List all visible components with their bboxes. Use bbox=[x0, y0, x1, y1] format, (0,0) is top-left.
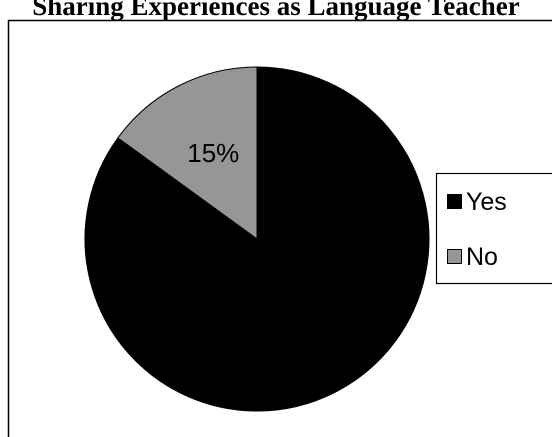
pie-slices bbox=[84, 66, 430, 412]
data-label-no: 15% bbox=[187, 138, 239, 168]
legend-label-no: No bbox=[466, 243, 498, 271]
chart-title: Sharing Experiences as Language Teacher bbox=[32, 0, 520, 21]
legend: Yes No bbox=[435, 172, 552, 285]
pie-slice-no bbox=[117, 66, 258, 240]
legend-swatch-yes bbox=[447, 194, 462, 209]
data-labels: 15% bbox=[187, 138, 239, 168]
legend-swatch-no bbox=[447, 249, 462, 264]
legend-box bbox=[435, 172, 552, 285]
legend-label-yes: Yes bbox=[466, 188, 507, 216]
